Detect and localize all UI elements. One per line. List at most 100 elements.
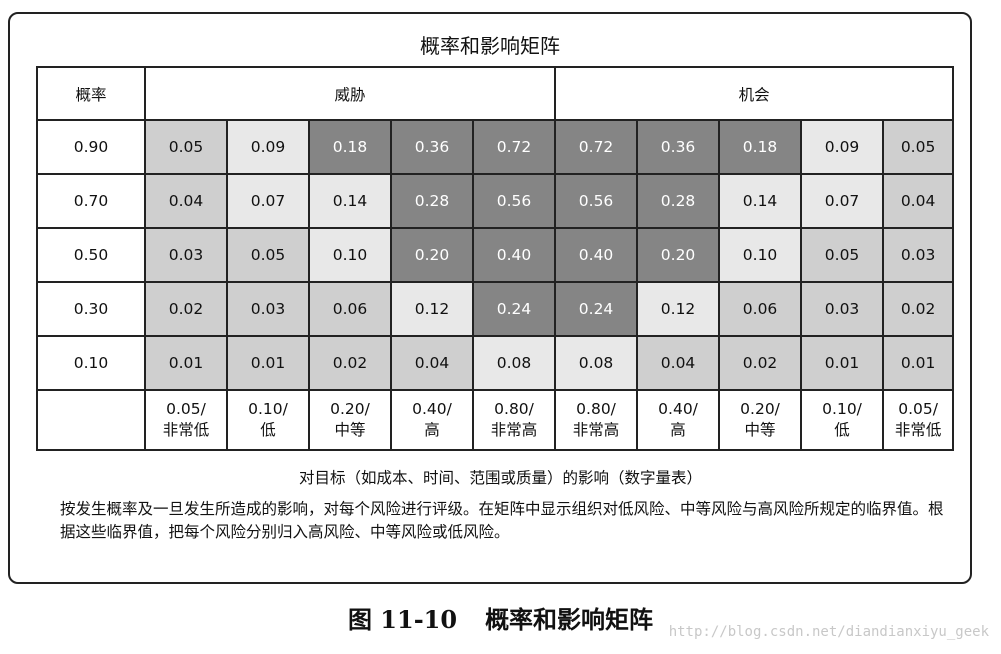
threat-score-cell: 0.56 <box>471 173 557 229</box>
opportunity-score-cell: 0.72 <box>554 119 639 175</box>
figure-title: 概率和影响矩阵 <box>485 605 654 634</box>
threat-score-cell: 0.01 <box>144 335 228 391</box>
opportunity-score-cell: 0.18 <box>718 119 803 175</box>
impact-value: 0.10/ <box>822 400 862 418</box>
impact-value: 0.20/ <box>740 400 780 418</box>
probability-value: 0.90 <box>36 119 146 175</box>
probability-value: 0.10 <box>36 335 146 391</box>
threat-score-cell: 0.08 <box>471 335 557 391</box>
probability-impact-matrix: 概率 威胁 机会 0.90 0.05 0.09 0.18 0.36 0.72 0.72 0.3… <box>36 66 955 451</box>
opportunity-score-cell: 0.04 <box>636 335 721 391</box>
impact-level-label: 非常低 <box>162 421 210 439</box>
probability-header: 概率 <box>36 66 146 121</box>
opportunity-score-cell: 0.01 <box>882 335 955 391</box>
impact-level-label: 中等 <box>334 421 366 439</box>
threat-score-cell: 0.24 <box>471 281 557 337</box>
probability-row: 0.30 0.02 0.03 0.06 0.12 0.24 0.24 0.12 0.06 0.03… <box>36 281 955 337</box>
threat-score-cell: 0.05 <box>144 119 228 175</box>
threat-score-cell: 0.10 <box>308 227 392 283</box>
matrix-title: 概率和影响矩阵 <box>420 34 560 58</box>
impact-level-label: 非常低 <box>894 421 942 439</box>
impact-value: 0.20/ <box>330 400 370 418</box>
opportunity-score-cell: 0.20 <box>636 227 721 283</box>
impact-scale-row: 0.05/非常低 0.10/低 0.20/中等 0.40/高 0.80/非常高 0.80/… <box>36 389 955 451</box>
threat-score-cell: 0.01 <box>226 335 310 391</box>
threat-score-cell: 0.03 <box>226 281 310 337</box>
opportunity-score-cell: 0.01 <box>800 335 885 391</box>
matrix-frame: 概率和影响矩阵 <box>8 12 972 584</box>
opportunities-header: 机会 <box>554 66 955 121</box>
impact-scale-cell: 0.05/非常低 <box>144 389 228 451</box>
opportunity-score-cell: 0.09 <box>800 119 885 175</box>
impact-level-label: 中等 <box>744 421 776 439</box>
impact-level-label: 高 <box>424 421 440 439</box>
impact-value: 0.05/ <box>898 400 938 418</box>
threat-score-cell: 0.20 <box>390 227 474 283</box>
probability-value: 0.70 <box>36 173 146 229</box>
threat-score-cell: 0.36 <box>390 119 474 175</box>
threat-score-cell: 0.09 <box>226 119 310 175</box>
impact-value: 0.80/ <box>494 400 534 418</box>
threat-score-cell: 0.02 <box>144 281 228 337</box>
opportunity-score-cell: 0.56 <box>554 173 639 229</box>
impact-scale-cell: 0.80/非常高 <box>471 389 557 451</box>
threat-score-cell: 0.03 <box>144 227 228 283</box>
impact-level-label: 非常高 <box>572 421 620 439</box>
impact-level-label: 非常高 <box>490 421 538 439</box>
probability-value: 0.50 <box>36 227 146 283</box>
impact-scale-cell: 0.80/非常高 <box>554 389 639 451</box>
opportunity-score-cell: 0.14 <box>718 173 803 229</box>
opportunity-score-cell: 0.12 <box>636 281 721 337</box>
impact-caption: 对目标（如成本、时间、范围或质量）的影响（数字量表） <box>298 469 702 487</box>
opportunity-score-cell: 0.10 <box>718 227 803 283</box>
opportunity-score-cell: 0.02 <box>718 335 803 391</box>
probability-row: 0.90 0.05 0.09 0.18 0.36 0.72 0.72 0.36 0.18 0.09… <box>36 119 955 175</box>
opportunity-score-cell: 0.02 <box>882 281 955 337</box>
impact-value: 0.05/ <box>166 400 206 418</box>
impact-value: 0.80/ <box>576 400 616 418</box>
threat-score-cell: 0.07 <box>226 173 310 229</box>
opportunity-score-cell: 0.03 <box>800 281 885 337</box>
threat-score-cell: 0.14 <box>308 173 392 229</box>
opportunity-score-cell: 0.24 <box>554 281 639 337</box>
impact-value: 0.40/ <box>412 400 452 418</box>
opportunity-score-cell: 0.28 <box>636 173 721 229</box>
impact-scale-cell: 0.40/高 <box>636 389 721 451</box>
opportunity-score-cell: 0.05 <box>800 227 885 283</box>
threat-score-cell: 0.28 <box>390 173 474 229</box>
figure-caption: 图 11-10 概率和影响矩阵 <box>0 600 1001 635</box>
impact-scale-cell: 0.10/低 <box>800 389 885 451</box>
threat-score-cell: 0.02 <box>308 335 392 391</box>
threat-score-cell: 0.40 <box>471 227 557 283</box>
watermark: http://blog.csdn.net/diandianxiyu_geek <box>668 624 989 640</box>
threat-score-cell: 0.18 <box>308 119 392 175</box>
impact-scale-cell: 0.40/高 <box>390 389 474 451</box>
threat-score-cell: 0.06 <box>308 281 392 337</box>
threat-score-cell: 0.04 <box>390 335 474 391</box>
threat-score-cell: 0.72 <box>471 119 557 175</box>
threats-header: 威胁 <box>143 66 557 121</box>
probability-row: 0.50 0.03 0.05 0.10 0.20 0.40 0.40 0.20 0.10 0.05… <box>36 227 955 283</box>
impact-scale-cell: 0.20/中等 <box>308 389 392 451</box>
header-row: 概率 威胁 机会 <box>36 66 955 121</box>
opportunity-score-cell: 0.07 <box>800 173 885 229</box>
opportunity-score-cell: 0.05 <box>882 119 955 175</box>
probability-value: 0.30 <box>36 281 146 337</box>
impact-level-label: 高 <box>670 421 686 439</box>
probability-row: 0.70 0.04 0.07 0.14 0.28 0.56 0.56 0.28 0.14 0.07… <box>36 173 955 229</box>
impact-level-label: 低 <box>834 421 850 439</box>
threat-score-cell: 0.12 <box>390 281 474 337</box>
threat-score-cell: 0.04 <box>144 173 228 229</box>
figure-number: 图 11-10 <box>347 605 458 634</box>
probability-row: 0.10 0.01 0.01 0.02 0.04 0.08 0.08 0.04 0.02 0.01… <box>36 335 955 391</box>
opportunity-score-cell: 0.04 <box>882 173 955 229</box>
opportunity-score-cell: 0.06 <box>718 281 803 337</box>
impact-value: 0.10/ <box>248 400 288 418</box>
impact-value: 0.40/ <box>658 400 698 418</box>
empty-corner-cell <box>36 389 146 451</box>
opportunity-score-cell: 0.40 <box>554 227 639 283</box>
impact-scale-cell: 0.10/低 <box>226 389 310 451</box>
impact-scale-cell: 0.20/中等 <box>718 389 803 451</box>
matrix-description: 按发生概率及一旦发生所造成的影响，对每个风险进行评级。在矩阵中显示组织对低风险、… <box>60 500 944 541</box>
opportunity-score-cell: 0.08 <box>554 335 639 391</box>
